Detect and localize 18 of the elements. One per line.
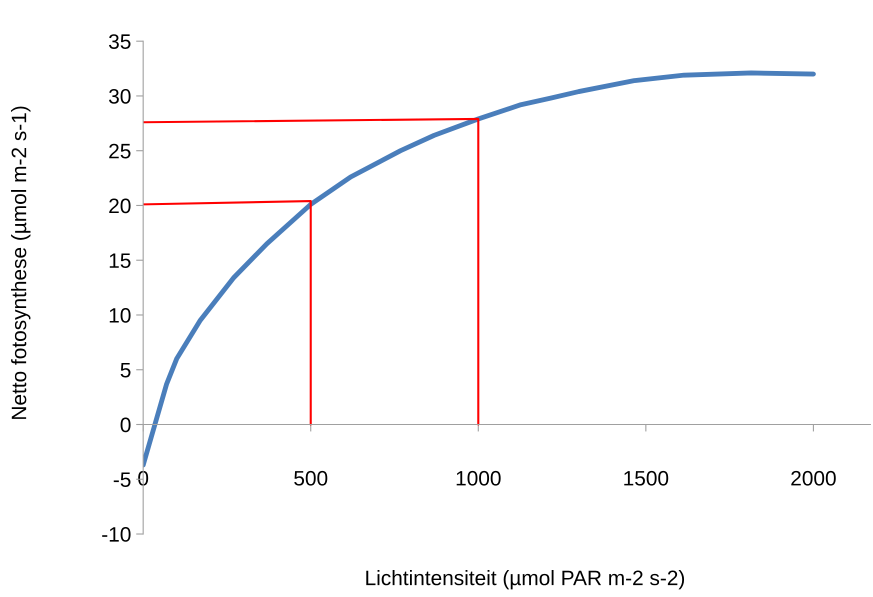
x-axis-title: Lichtintensiteit (µmol PAR m-2 s-2) xyxy=(366,570,684,590)
y-tick-label: -5 xyxy=(114,472,130,488)
x-tick-label: 0 xyxy=(138,470,148,486)
x-tick-label: 500 xyxy=(294,470,328,486)
x-tick-label: 1000 xyxy=(456,470,501,486)
y-tick-label: 30 xyxy=(108,88,131,104)
y-tick-label: 15 xyxy=(110,253,130,268)
y-tick-label: 20 xyxy=(109,198,131,214)
y-tick-label: 10 xyxy=(110,308,131,323)
y-tick-label: 5 xyxy=(120,362,130,378)
x-tick-label: 1500 xyxy=(624,470,668,486)
y-axis-title: Netto fotosynthese (µmol m-2 s-1) xyxy=(11,106,30,419)
y-tick-label: -10 xyxy=(102,527,131,542)
y-tick-label: 0 xyxy=(120,418,131,432)
y-tick-label: 35 xyxy=(108,34,130,49)
y-tick-label: 25 xyxy=(109,144,130,158)
x-tick-label: 2000 xyxy=(791,470,836,486)
line-series xyxy=(143,70,816,468)
